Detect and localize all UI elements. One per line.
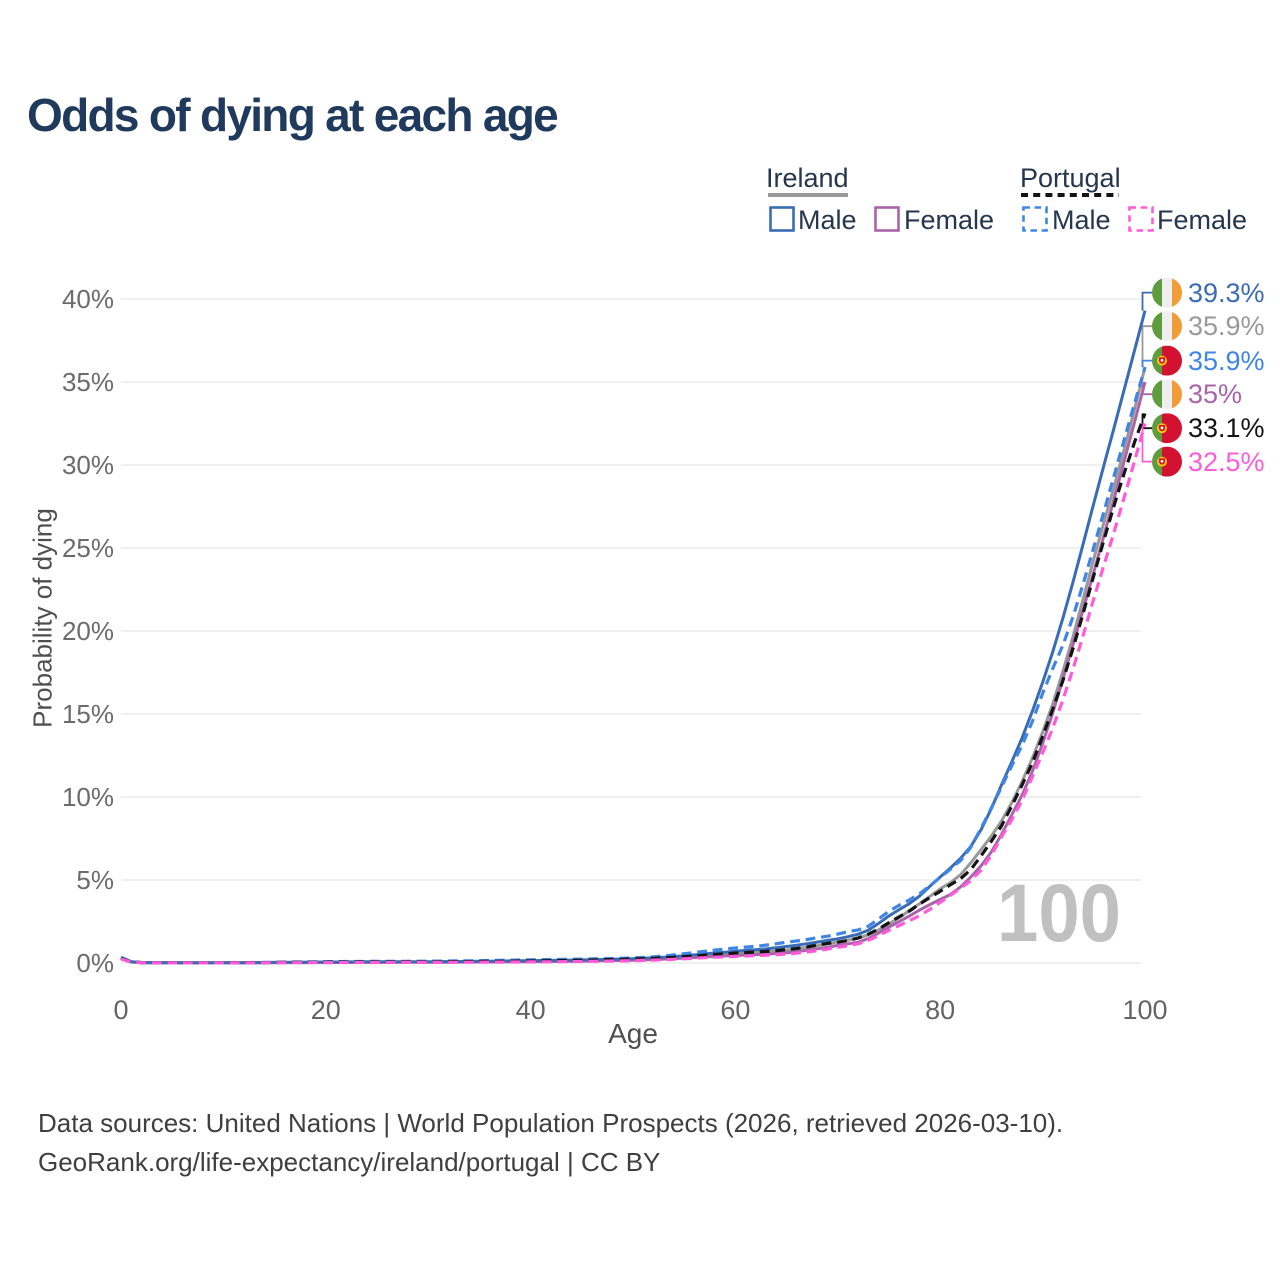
svg-text:100: 100 [997,868,1121,959]
